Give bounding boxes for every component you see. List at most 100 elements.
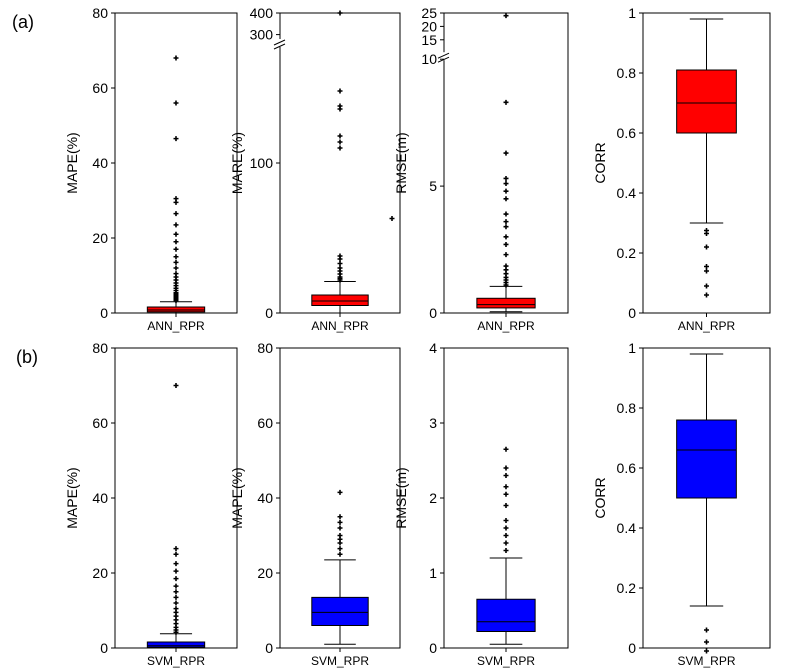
y-tick-label: 80	[257, 340, 273, 356]
outlier-marker	[704, 264, 709, 269]
outlier-marker	[503, 150, 509, 156]
y-tick-label: 60	[92, 80, 108, 96]
outlier-marker	[389, 216, 395, 221]
y-axis-title: MARE(%)	[229, 132, 245, 194]
y-tick-label: 10	[421, 51, 437, 67]
box-iqr	[146, 641, 206, 648]
outlier-marker	[173, 231, 179, 237]
y-tick-label: 1	[429, 565, 437, 581]
y-axis-title: MAPE(%)	[64, 132, 80, 193]
outlier-marker	[173, 600, 179, 606]
outlier-marker	[503, 241, 509, 247]
outlier-marker	[704, 283, 709, 289]
outlier-marker	[704, 268, 709, 274]
box-iqr	[311, 596, 369, 626]
y-tick-label: 2	[429, 490, 437, 506]
outlier-marker	[337, 519, 343, 525]
y-tick-label: 25	[421, 5, 437, 21]
panel-a-2: 0 100 300 400 MARE(%) ANN_RPR	[229, 5, 401, 333]
outlier-marker	[173, 561, 179, 567]
y-tick-label: 0	[265, 305, 273, 321]
y-axis-title: RMSE(m)	[393, 132, 409, 193]
outlier-marker	[173, 265, 179, 271]
y-axis-title: CORR	[592, 142, 608, 183]
outlier-marker	[173, 211, 179, 217]
outlier-marker	[503, 540, 509, 546]
box-iqr	[476, 297, 536, 309]
outlier-marker	[503, 196, 509, 202]
x-category-label: SVM_RPR	[677, 654, 735, 668]
outlier-marker	[503, 533, 509, 538]
y-tick-label: 80	[92, 340, 108, 356]
outlier-marker	[337, 88, 343, 94]
y-tick-label: 100	[250, 155, 274, 171]
outlier-marker	[503, 219, 509, 225]
outlier-marker	[337, 10, 343, 16]
y-tick-label: 20	[421, 18, 437, 34]
y-axis-title: CORR	[592, 477, 608, 518]
outlier-marker	[173, 136, 179, 142]
outlier-marker	[503, 473, 509, 478]
y-tick-label: 400	[250, 5, 274, 21]
y-tick-label: 0	[628, 305, 636, 321]
outlier-marker	[704, 228, 709, 233]
y-tick-label: 20	[257, 565, 273, 581]
y-tick-label: 0.6	[617, 460, 637, 476]
axis-break-mark	[273, 43, 286, 50]
outlier-marker	[337, 533, 343, 538]
x-category-label: ANN_RPR	[147, 319, 205, 333]
y-tick-label: 4	[429, 340, 437, 356]
outlier-marker	[337, 139, 343, 145]
outlier-marker	[503, 525, 509, 531]
outlier-marker	[173, 239, 179, 245]
outlier-marker	[173, 196, 179, 202]
panel-a-1: 0 20 40 60 80 MAPE(%) ANN_RPR	[64, 5, 238, 333]
y-tick-label: 0	[100, 640, 108, 656]
axis-break-mark	[273, 39, 286, 46]
y-tick-label: 300	[250, 27, 274, 43]
box-iqr	[146, 306, 206, 313]
outlier-marker	[173, 246, 179, 252]
outlier-marker	[173, 583, 179, 589]
panel-b-2: 0 20 40 60 80 MAPE(%) SVM_RPR	[229, 340, 401, 668]
x-category-label: SVM_RPR	[477, 654, 535, 668]
y-axis-title: MAPE(%)	[229, 467, 245, 528]
y-tick-label: 1	[628, 340, 636, 356]
outlier-marker	[173, 546, 179, 552]
outlier-marker	[173, 259, 179, 265]
y-tick-label: 5	[429, 178, 437, 194]
y-tick-label: 0	[100, 305, 108, 321]
y-tick-label: 20	[92, 565, 108, 581]
outlier-marker	[503, 491, 509, 497]
plot-frame	[443, 12, 569, 314]
y-tick-label: 0	[265, 640, 273, 656]
row-label-b: (b)	[16, 347, 38, 367]
outlier-marker	[337, 525, 343, 531]
y-tick-label: 1	[628, 5, 636, 21]
outlier-marker	[173, 606, 179, 612]
axis-break-gap	[274, 39, 286, 47]
y-tick-label: 40	[92, 490, 108, 506]
outlier-marker	[337, 546, 343, 552]
outlier-marker	[337, 265, 343, 271]
outlier-marker	[337, 133, 343, 139]
outlier-marker	[173, 568, 179, 574]
outlier-marker	[173, 576, 179, 582]
outlier-marker	[503, 211, 509, 217]
outlier-marker	[704, 639, 709, 645]
y-tick-label: 0.6	[617, 125, 637, 141]
outlier-marker	[503, 446, 509, 452]
y-tick-label: 0	[429, 640, 437, 656]
outlier-marker	[173, 55, 179, 61]
box-iqr	[676, 69, 737, 134]
panels: 020406080MAPE(%)ANN_RPR0100300400MARE(%)…	[64, 5, 771, 668]
y-tick-label: 60	[92, 415, 108, 431]
x-category-label: SVM_RPR	[311, 654, 369, 668]
outlier-marker	[503, 263, 509, 269]
y-tick-label: 20	[92, 230, 108, 246]
y-tick-label: 0.4	[617, 185, 637, 201]
outlier-marker	[337, 145, 343, 151]
outlier-marker	[173, 254, 179, 260]
y-tick-label: 0.8	[617, 65, 637, 81]
